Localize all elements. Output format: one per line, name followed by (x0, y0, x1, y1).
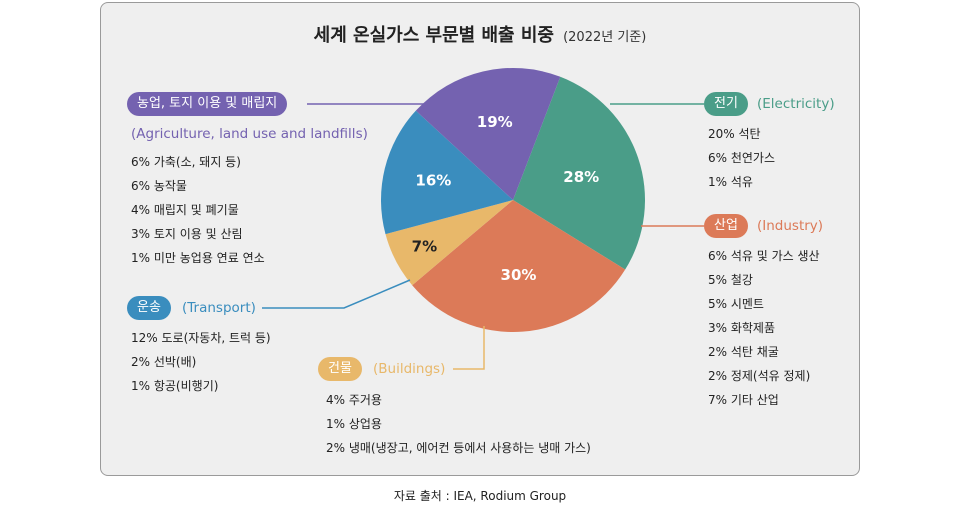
sector-item-electricity: 1% 석유 (708, 175, 753, 189)
slice-label-agriculture: 19% (477, 113, 513, 131)
sector-items-electricity: 20% 석탄 6% 천연가스 1% 석유 (708, 122, 775, 194)
sector-item-agriculture: 4% 매립지 및 폐기물 (131, 203, 239, 217)
sector-item-buildings: 4% 주거용 (326, 393, 382, 407)
sector-item-industry: 5% 철강 (708, 273, 753, 287)
sector-item-agriculture: 3% 토지 이용 및 산림 (131, 227, 243, 241)
sector-item-industry: 2% 석탄 채굴 (708, 345, 779, 359)
sector-item-transport: 1% 항공(비행기) (131, 379, 219, 393)
source-note: 자료 출처 : IEA, Rodium Group (393, 489, 567, 503)
chart-subtitle: (2022년 기준) (563, 30, 647, 45)
sector-item-industry: 2% 정제(석유 정제) (708, 369, 811, 383)
sector-pill-transport: 운송 (127, 296, 171, 320)
sector-item-agriculture: 6% 농작물 (131, 179, 187, 193)
sector-pill-electricity: 전기 (704, 92, 748, 116)
sector-item-agriculture: 1% 미만 농업용 연료 연소 (131, 251, 265, 265)
slice-label-electricity: 28% (563, 168, 599, 186)
leader-line-buildings (453, 326, 485, 370)
sector-pill-industry: 산업 (704, 214, 748, 238)
sector-items-transport: 12% 도로(자동차, 트럭 등) 2% 선박(배) 1% 항공(비행기) (131, 326, 271, 398)
sector-en-agriculture: (Agriculture, land use and landfills) (131, 126, 368, 142)
sector-en-electricity: (Electricity) (757, 96, 835, 112)
slice-label-transport: 16% (415, 171, 451, 189)
sector-item-buildings: 1% 상업용 (326, 417, 382, 431)
sector-en-buildings: (Buildings) (373, 361, 446, 377)
sector-items-agriculture: 6% 가축(소, 돼지 등) 6% 농작물 4% 매립지 및 폐기물 3% 토지 이용… (131, 150, 265, 270)
pie-slice-agriculture (415, 67, 561, 200)
sector-pill-buildings: 건물 (318, 357, 362, 381)
sector-item-industry: 3% 화학제품 (708, 321, 776, 335)
sector-pill-agriculture: 농업, 토지 이용 및 매립지 (127, 92, 288, 116)
leader-line-transport (262, 279, 411, 309)
sector-item-industry: 6% 석유 및 가스 생산 (708, 249, 820, 263)
sector-item-transport: 12% 도로(자동차, 트럭 등) (131, 331, 271, 345)
pie-slice-electricity (513, 76, 645, 270)
sector-items-buildings: 4% 주거용 1% 상업용 2% 냉매(냉장고, 에어컨 등에서 사용하는 냉매 가… (326, 388, 591, 460)
sector-item-electricity: 6% 천연가스 (708, 151, 776, 165)
sector-item-transport: 2% 선박(배) (131, 355, 197, 369)
sector-item-industry: 7% 기타 산업 (708, 393, 779, 407)
sector-items-industry: 6% 석유 및 가스 생산 5% 철강 5% 시멘트 3% 화학제품 2% 석탄 채굴 2… (708, 244, 820, 412)
slice-labels: 28% 30% 7% 16% 19% (412, 113, 600, 284)
pie-slice-transport (381, 110, 513, 235)
sector-item-industry: 5% 시멘트 (708, 297, 764, 311)
slice-label-buildings: 7% (412, 237, 437, 255)
sector-item-electricity: 20% 석탄 (708, 127, 761, 141)
pie-slice-buildings (385, 200, 513, 286)
slice-label-industry: 30% (501, 266, 537, 284)
chart-title: 세계 온실가스 부문별 배출 비중 (313, 25, 554, 46)
sector-item-buildings: 2% 냉매(냉장고, 에어컨 등에서 사용하는 냉매 가스) (326, 441, 591, 455)
pie-slices (381, 67, 645, 333)
sector-en-transport: (Transport) (182, 300, 256, 316)
chart-title-block: 세계 온실가스 부문별 배출 비중 (2022년 기준) (0, 21, 960, 47)
sector-item-agriculture: 6% 가축(소, 돼지 등) (131, 155, 241, 169)
sector-en-industry: (Industry) (757, 218, 824, 234)
leader-lines (262, 103, 704, 370)
pie-slice-industry (412, 200, 626, 333)
